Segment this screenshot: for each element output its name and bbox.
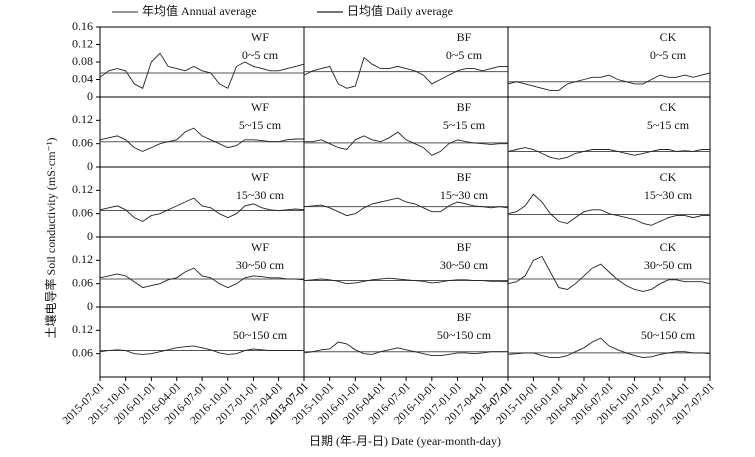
depth-label: 15~30 cm (440, 188, 489, 202)
depth-label: 5~15 cm (443, 118, 486, 132)
y-axis-label: 土壤电导率 Soil conductivity (mS·cm⁻¹) (43, 138, 58, 339)
legend-label: 年均值 Annual average (142, 3, 257, 18)
treatment-label: BF (457, 310, 472, 324)
depth-label: 50~150 cm (641, 328, 696, 342)
depth-label: 50~150 cm (233, 328, 288, 342)
legend-label: 日均值 Daily average (347, 3, 453, 18)
depth-label: 5~15 cm (647, 118, 690, 132)
treatment-label: CK (660, 170, 677, 184)
daily-line (99, 197, 305, 222)
treatment-label: WF (251, 240, 269, 254)
daily-line (304, 131, 508, 156)
y-tick-label: 0 (87, 299, 93, 313)
daily-line (303, 197, 509, 217)
depth-label: 30~50 cm (644, 258, 693, 272)
depth-label: 30~50 cm (440, 258, 489, 272)
y-tick-label: 0.06 (72, 205, 93, 219)
y-tick-label: 0.08 (72, 54, 93, 68)
depth-label: 0~5 cm (242, 48, 279, 62)
y-tick-label: 0 (87, 229, 93, 243)
y-tick-label: 0.16 (72, 19, 93, 33)
y-tick-label: 0.06 (72, 345, 93, 359)
treatment-label: CK (660, 30, 677, 44)
treatment-label: WF (251, 310, 269, 324)
x-axis-label: 日期 (年-月-日) Date (year-month-day) (309, 434, 501, 448)
treatment-label: WF (251, 100, 269, 114)
depth-label: 15~30 cm (236, 188, 285, 202)
daily-line (99, 52, 305, 89)
y-tick-label: 0 (87, 159, 93, 173)
y-tick-label: 0.04 (72, 71, 93, 85)
treatment-label: BF (457, 170, 472, 184)
y-tick-label: 0 (87, 89, 93, 103)
treatment-label: BF (457, 100, 472, 114)
daily-line (99, 345, 304, 355)
treatment-label: WF (251, 30, 269, 44)
y-tick-label: 0.12 (72, 322, 93, 336)
daily-line (99, 267, 305, 289)
daily-line (99, 127, 304, 152)
daily-line (303, 341, 508, 357)
daily-line (507, 255, 711, 292)
treatment-label: CK (660, 100, 677, 114)
depth-label: 30~50 cm (236, 258, 285, 272)
depth-label: 0~5 cm (446, 48, 483, 62)
y-tick-label: 0.12 (72, 36, 93, 50)
depth-label: 5~15 cm (239, 118, 282, 132)
y-tick-label: 0.12 (72, 112, 93, 126)
daily-line (303, 277, 509, 285)
y-tick-label: 0.12 (72, 182, 93, 196)
y-tick-label: 0.12 (72, 252, 93, 266)
depth-label: 0~5 cm (650, 48, 687, 62)
treatment-label: BF (457, 240, 472, 254)
daily-line (507, 337, 711, 359)
treatment-label: CK (660, 240, 677, 254)
daily-line (303, 56, 508, 89)
daily-line (507, 193, 710, 226)
y-tick-label: 0.06 (72, 275, 93, 289)
depth-label: 15~30 cm (644, 188, 693, 202)
daily-line (507, 147, 710, 160)
daily-line (507, 72, 711, 91)
treatment-label: CK (660, 310, 677, 324)
treatment-label: BF (457, 30, 472, 44)
treatment-label: WF (251, 170, 269, 184)
y-tick-label: 0.06 (72, 135, 93, 149)
depth-label: 50~150 cm (437, 328, 492, 342)
